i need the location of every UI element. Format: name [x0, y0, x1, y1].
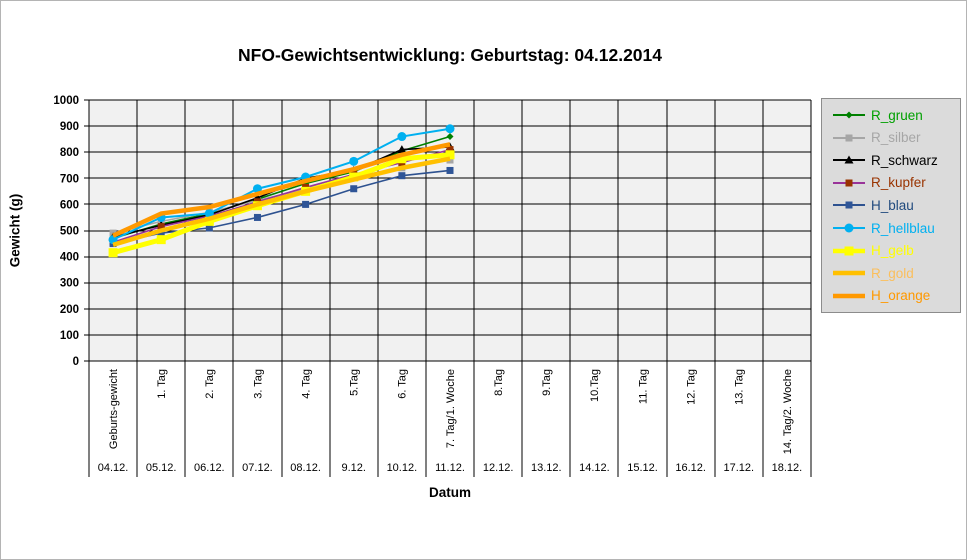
svg-text:1. Tag: 1. Tag	[156, 369, 168, 399]
legend-label: R_schwarz	[871, 152, 938, 168]
svg-text:700: 700	[60, 173, 79, 185]
svg-text:500: 500	[60, 226, 79, 238]
svg-text:4. Tag: 4. Tag	[300, 369, 312, 399]
svg-text:12.12.: 12.12.	[483, 462, 514, 474]
legend-item-R_schwarz: R_schwarz	[832, 150, 958, 170]
svg-text:13. Tag: 13. Tag	[734, 369, 746, 405]
square-marker-icon	[833, 246, 865, 256]
svg-text:17.12.: 17.12.	[724, 462, 755, 474]
legend-item-R_silber: R_silber	[832, 128, 958, 148]
svg-text:08.12.: 08.12.	[290, 462, 321, 474]
legend-item-H_blau: H_blau	[832, 195, 958, 215]
svg-text:04.12.: 04.12.	[98, 462, 129, 474]
legend-item-R_gruen: R_gruen	[832, 105, 958, 125]
legend-label: H_orange	[871, 288, 931, 304]
svg-text:07.12.: 07.12.	[242, 462, 273, 474]
svg-text:5.Tag: 5.Tag	[349, 369, 361, 396]
svg-text:7. Tag/1. Woche: 7. Tag/1. Woche	[445, 369, 457, 448]
legend-item-R_hellblau: R_hellblau	[832, 218, 958, 238]
svg-text:18.12.: 18.12.	[772, 462, 803, 474]
svg-text:3. Tag: 3. Tag	[252, 369, 264, 399]
legend-label: H_blau	[871, 197, 914, 213]
circle-marker-icon	[833, 223, 865, 233]
line-marker-icon	[833, 293, 865, 298]
legend-label: R_kupfer	[871, 175, 926, 191]
svg-text:14.12.: 14.12.	[579, 462, 610, 474]
svg-text:100: 100	[60, 330, 79, 342]
chart-title: NFO-Gewichtsentwicklung: Geburtstag: 04.…	[238, 45, 662, 65]
svg-text:1000: 1000	[53, 95, 79, 107]
square-marker-icon	[833, 179, 865, 187]
svg-text:0: 0	[73, 356, 79, 368]
square-marker-icon	[833, 201, 865, 209]
svg-text:2. Tag: 2. Tag	[204, 369, 216, 399]
svg-text:13.12.: 13.12.	[531, 462, 562, 474]
legend-label: R_silber	[871, 130, 921, 146]
svg-text:200: 200	[60, 304, 79, 316]
legend-label: H_gelb	[871, 243, 914, 259]
legend-label: R_gold	[871, 265, 914, 281]
diamond-marker-icon	[833, 111, 865, 119]
svg-text:600: 600	[60, 199, 79, 211]
svg-text:10.12.: 10.12.	[387, 462, 418, 474]
svg-text:12. Tag: 12. Tag	[686, 369, 698, 405]
svg-text:8.Tag: 8.Tag	[493, 369, 505, 396]
svg-text:Geburts-gewicht: Geburts-gewicht	[108, 369, 120, 449]
svg-text:11.12.: 11.12.	[435, 462, 465, 474]
legend-item-R_gold: R_gold	[832, 263, 958, 283]
svg-text:05.12.: 05.12.	[146, 462, 177, 474]
svg-text:800: 800	[60, 147, 79, 159]
line-marker-icon	[833, 270, 865, 276]
legend-label: R_hellblau	[871, 220, 935, 236]
svg-text:9.Tag: 9.Tag	[541, 369, 553, 396]
svg-text:6. Tag: 6. Tag	[397, 369, 409, 399]
legend-label: R_gruen	[871, 107, 923, 123]
legend-item-H_orange: H_orange	[832, 286, 958, 306]
svg-text:10.Tag: 10.Tag	[589, 369, 601, 402]
triangle-marker-icon	[833, 155, 865, 164]
legend: R_gruen R_silber R_schwarz R_kupfer H_blau R_…	[821, 98, 961, 313]
svg-text:16.12.: 16.12.	[675, 462, 706, 474]
x-axis-title: Datum	[428, 485, 471, 500]
legend-item-R_kupfer: R_kupfer	[832, 173, 958, 193]
svg-text:14. Tag/2. Woche: 14. Tag/2. Woche	[782, 369, 794, 454]
svg-text:11. Tag: 11. Tag	[637, 369, 649, 404]
svg-text:900: 900	[60, 121, 79, 133]
square-marker-icon	[833, 134, 865, 142]
svg-text:06.12.: 06.12.	[194, 462, 225, 474]
svg-text:15.12.: 15.12.	[627, 462, 658, 474]
legend-item-H_gelb: H_gelb	[832, 241, 958, 261]
svg-text:300: 300	[60, 278, 79, 290]
svg-text:9.12.: 9.12.	[341, 462, 365, 474]
svg-text:400: 400	[60, 252, 79, 264]
